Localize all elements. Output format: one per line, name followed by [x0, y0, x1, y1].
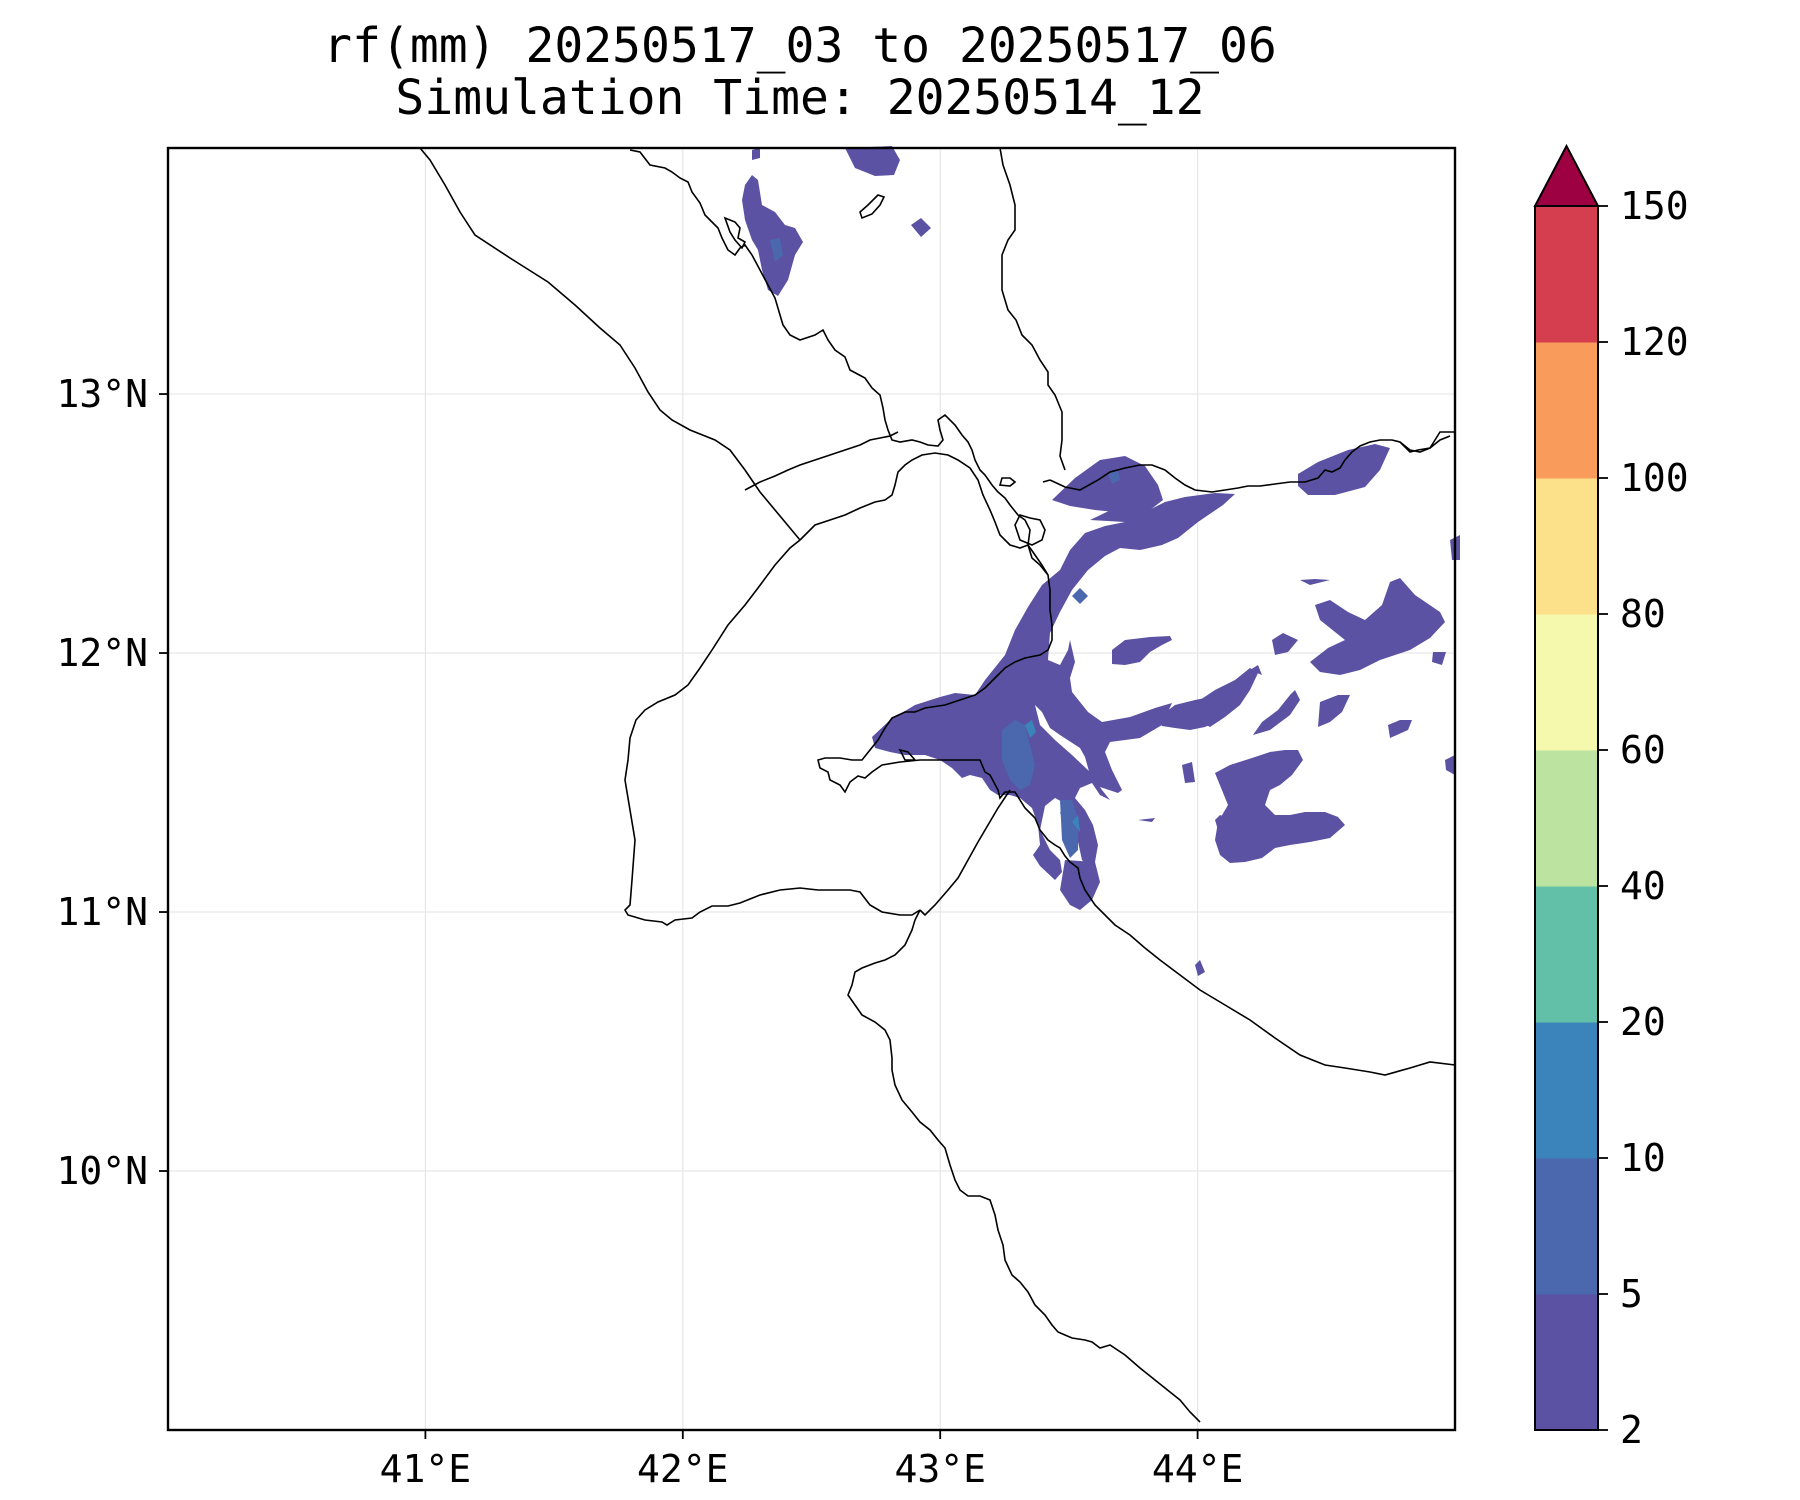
gridlines — [168, 148, 1455, 1430]
colorbar-segment — [1535, 1294, 1598, 1431]
rain-region — [1445, 755, 1455, 775]
rain-region — [1185, 668, 1258, 727]
colorbar-segment — [1535, 614, 1598, 751]
colorbar-tick-label: 80 — [1620, 592, 1666, 636]
rain-region — [1253, 690, 1300, 735]
colorbar: 2 5 10 20 40 60 80 100 120 150 — [1533, 143, 1689, 1452]
coastline — [1399, 435, 1451, 453]
rain-region — [1072, 588, 1088, 604]
coastline — [998, 477, 1017, 487]
rain-region — [1250, 665, 1262, 675]
rain-region — [1272, 633, 1298, 655]
rain-region — [770, 238, 783, 262]
rain-region — [1300, 579, 1330, 585]
lat-tick-label: 12°N — [56, 631, 148, 675]
rain-region — [1298, 444, 1390, 495]
lon-tick-label: 43°E — [894, 1447, 986, 1491]
rain-region — [1112, 636, 1172, 665]
rain-region — [742, 175, 803, 296]
rain-region — [1388, 720, 1412, 738]
rain-region — [1002, 720, 1035, 790]
map-frame — [166, 146, 1457, 1432]
lat-tick-label: 11°N — [56, 890, 148, 934]
rain-region — [1138, 818, 1155, 822]
rain-region — [752, 148, 760, 160]
rain-region — [911, 218, 931, 237]
colorbar-extend-arrow — [1533, 143, 1600, 207]
lon-tick-label: 42°E — [637, 1447, 729, 1491]
colorbar-tick-label: 100 — [1620, 456, 1689, 500]
coastline — [1027, 544, 1049, 576]
figure-title: rf(mm) 20250517_03 to 20250517_06 — [323, 18, 1277, 74]
colorbar-segment — [1535, 478, 1598, 615]
coastline — [919, 789, 1011, 917]
coastline — [1042, 479, 1051, 483]
coastline — [859, 194, 886, 220]
rain-region — [1108, 470, 1120, 484]
rain-region — [872, 493, 1235, 880]
colorbar-segment — [1535, 342, 1598, 479]
colorbar-frame — [1534, 205, 1599, 1431]
coastline — [723, 216, 747, 250]
rain-region — [1310, 578, 1445, 675]
colorbar-segment — [1535, 750, 1598, 887]
coastline — [419, 147, 801, 541]
lon-tick-label: 44°E — [1152, 1447, 1244, 1491]
rain-region — [1052, 456, 1163, 513]
colorbar-segment — [1535, 206, 1598, 343]
colorbar-tick-label: 20 — [1620, 1000, 1666, 1044]
rain-region — [845, 146, 900, 176]
coastlines — [419, 147, 1456, 1423]
colorbar-tick-label: 60 — [1620, 728, 1666, 772]
rain-region — [1060, 800, 1078, 858]
rain-region — [1072, 815, 1080, 832]
rain-region — [1090, 505, 1150, 522]
rain-region — [1432, 652, 1446, 665]
rain-region — [1318, 695, 1350, 727]
colorbar-tick-label: 10 — [1620, 1136, 1666, 1180]
rainfall-fill — [742, 146, 1460, 976]
colorbar-tick-label: 2 — [1620, 1408, 1643, 1452]
coastline — [623, 539, 921, 926]
coastline — [799, 452, 1029, 549]
rain-region — [1195, 960, 1205, 976]
lat-tick-label: 13°N — [56, 372, 148, 416]
coastline — [629, 149, 1456, 1076]
figure-subtitle: Simulation Time: 20250514_12 — [395, 70, 1205, 126]
rain-region — [1182, 762, 1195, 783]
rain-region — [1025, 720, 1036, 738]
colorbar-tick-label: 5 — [1620, 1272, 1643, 1316]
coastline — [999, 147, 1066, 471]
rain-region — [1215, 750, 1345, 863]
colorbar-tick-label: 120 — [1620, 320, 1689, 364]
lat-tick-label: 10°N — [56, 1149, 148, 1193]
coastline — [744, 431, 899, 491]
colorbar-tick-label: 150 — [1620, 184, 1689, 228]
axis-layer: 41°E 42°E 43°E 44°E 13°N 12°N 11°N 10°N — [56, 372, 1243, 1491]
colorbar-tick-label: 40 — [1620, 864, 1666, 908]
coastline — [898, 748, 917, 761]
coastline — [1014, 514, 1046, 546]
colorbar-segment — [1535, 1158, 1598, 1295]
coastline — [847, 909, 1201, 1423]
lon-tick-label: 41°E — [380, 1447, 472, 1491]
colorbar-segment — [1535, 1022, 1598, 1159]
colorbar-segment — [1535, 886, 1598, 1023]
